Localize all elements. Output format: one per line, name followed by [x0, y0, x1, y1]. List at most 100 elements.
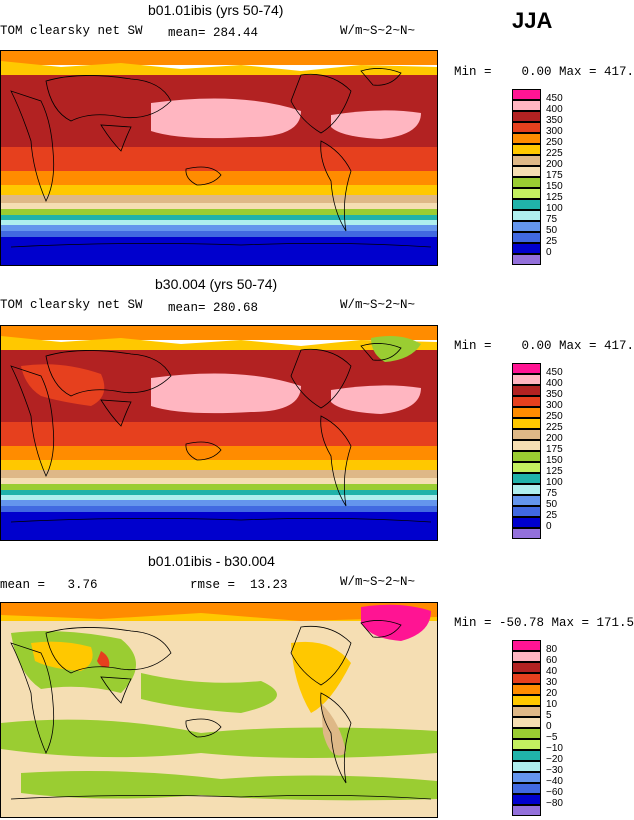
panel-2-legend-label: 175	[546, 444, 563, 455]
panel-1-minmax: Min = 0.00 Max = 417.89	[454, 65, 634, 79]
panel-3-legend-swatch	[512, 662, 541, 673]
panel-1-legend-swatch	[512, 144, 541, 155]
panel-3-legend-label: −30	[546, 765, 563, 776]
panel-2-legend-swatch	[512, 517, 541, 528]
panel-3-legend-swatch	[512, 651, 541, 662]
panel-2-legend-label: 50	[546, 499, 558, 510]
panel-3-mean-label: mean = 3.76	[0, 578, 98, 592]
panel-3-legend-label: −20	[546, 754, 563, 765]
panel-1-legend-swatch	[512, 243, 541, 254]
panel-1-legend-label: 100	[546, 203, 563, 214]
panel-1-legend-label: 75	[546, 214, 558, 225]
panel-2-legend-swatch	[512, 396, 541, 407]
panel-1-legend-label: 300	[546, 126, 563, 137]
panel-3-rmse-label: rmse = 13.23	[190, 578, 288, 592]
panel-2-legend-swatch	[512, 528, 541, 539]
panel-3-legend-label: 30	[546, 677, 558, 688]
panel-1-legend-swatch	[512, 100, 541, 111]
panel-3-map	[0, 602, 438, 818]
panel-1-legend-swatch	[512, 210, 541, 221]
panel-3-legend-label: −10	[546, 743, 563, 754]
panel-2-legend-swatch	[512, 429, 541, 440]
panel-3-legend-swatch	[512, 772, 541, 783]
panel-2-legend-label: 450	[546, 367, 563, 378]
panel-1-legend-label: 450	[546, 93, 563, 104]
panel-2-legend-label: 200	[546, 433, 563, 444]
panel-1-legend-swatch	[512, 254, 541, 265]
panel-1-legend-label: 350	[546, 115, 563, 126]
panel-3-legend-swatch	[512, 794, 541, 805]
panel-1-legend-label: 25	[546, 236, 558, 247]
panel-1-legend-swatch	[512, 89, 541, 100]
panel-2-legend-swatch	[512, 473, 541, 484]
panel-3-legend-swatch	[512, 761, 541, 772]
panel-1-legend-label: 125	[546, 192, 563, 203]
panel-3-legend-swatch	[512, 695, 541, 706]
panel-2-legend-swatch	[512, 374, 541, 385]
panel-3-legend-swatch	[512, 640, 541, 651]
panel-2-map-svg	[1, 326, 437, 540]
panel-3-legend-swatch	[512, 750, 541, 761]
panel-2-legend-swatch	[512, 484, 541, 495]
panel-2-legend-label: 25	[546, 510, 558, 521]
panel-3-legend-label: 5	[546, 710, 552, 721]
panel-2-legend-label: 0	[546, 521, 552, 532]
panel-2-legend-label: 300	[546, 400, 563, 411]
panel-2-legend-swatch	[512, 363, 541, 374]
panel-2-legend-swatch	[512, 440, 541, 451]
panel-2-legend-swatch	[512, 418, 541, 429]
panel-3-legend-label: −80	[546, 798, 563, 809]
panel-3-legend-label: −40	[546, 776, 563, 787]
panel-1-legend-swatch	[512, 111, 541, 122]
panel-2-legend-label: 225	[546, 422, 563, 433]
panel-3-legend: 80 60 40 30 20 10 5 0 −5 −10 −20 −30 −40…	[512, 640, 572, 816]
panel-2-legend-swatch	[512, 506, 541, 517]
panel-3-legend-label: 40	[546, 666, 558, 677]
panel-1-map-svg	[1, 51, 437, 265]
panel-3-legend-label: 60	[546, 655, 558, 666]
panel-2-legend-label: 250	[546, 411, 563, 422]
panel-2-map	[0, 325, 438, 541]
panel-3-legend-swatch	[512, 783, 541, 794]
panel-2-legend-label: 125	[546, 466, 563, 477]
panel-2-legend-swatch	[512, 495, 541, 506]
season-label: JJA	[512, 8, 553, 33]
panel-3-legend-swatch	[512, 717, 541, 728]
panel-1-legend-label: 250	[546, 137, 563, 148]
panel-1-legend-swatch	[512, 232, 541, 243]
panel-3-map-svg	[1, 603, 437, 817]
panel-1-legend-label: 400	[546, 104, 563, 115]
panel-1-title: b01.01ibis (yrs 50-74)	[148, 2, 284, 18]
panel-3-units: W/m~S~2~N~	[340, 575, 416, 589]
panel-1-legend-swatch	[512, 155, 541, 166]
panel-1-legend-label: 225	[546, 148, 563, 159]
panel-1-legend-label: 150	[546, 181, 563, 192]
panel-3-legend-swatch	[512, 684, 541, 695]
panel-2-legend-swatch	[512, 385, 541, 396]
panel-1-legend-swatch	[512, 133, 541, 144]
panel-3-title: b01.01ibis - b30.004	[148, 553, 275, 569]
panel-3-legend-swatch	[512, 673, 541, 684]
panel-1-legend-label: 0	[546, 247, 552, 258]
panel-3-legend-swatch	[512, 805, 541, 816]
panel-3-legend-label: 0	[546, 721, 552, 732]
panel-3-legend-swatch	[512, 739, 541, 750]
panel-2-mean-label: mean= 280.68	[168, 301, 259, 315]
panel-3-legend-label: −5	[546, 732, 558, 743]
panel-1-legend-swatch	[512, 177, 541, 188]
panel-1-legend-label: 200	[546, 159, 563, 170]
panel-3-legend-swatch	[512, 728, 541, 739]
panel-1-legend-swatch	[512, 122, 541, 133]
panel-1-variable-label: TOM clearsky net SW	[0, 24, 143, 38]
panel-2-variable-label: TOM clearsky net SW	[0, 298, 143, 312]
panel-3-legend-swatch	[512, 706, 541, 717]
panel-2-legend-swatch	[512, 407, 541, 418]
panel-2-units: W/m~S~2~N~	[340, 298, 416, 312]
panel-1-legend-swatch	[512, 188, 541, 199]
panel-1-legend-swatch	[512, 199, 541, 210]
panel-3-legend-label: 80	[546, 644, 558, 655]
panel-3-minmax: Min = -50.78 Max = 171.54	[454, 616, 634, 630]
panel-1-legend-label: 175	[546, 170, 563, 181]
panel-2-legend-label: 400	[546, 378, 563, 389]
panel-2-legend-label: 100	[546, 477, 563, 488]
